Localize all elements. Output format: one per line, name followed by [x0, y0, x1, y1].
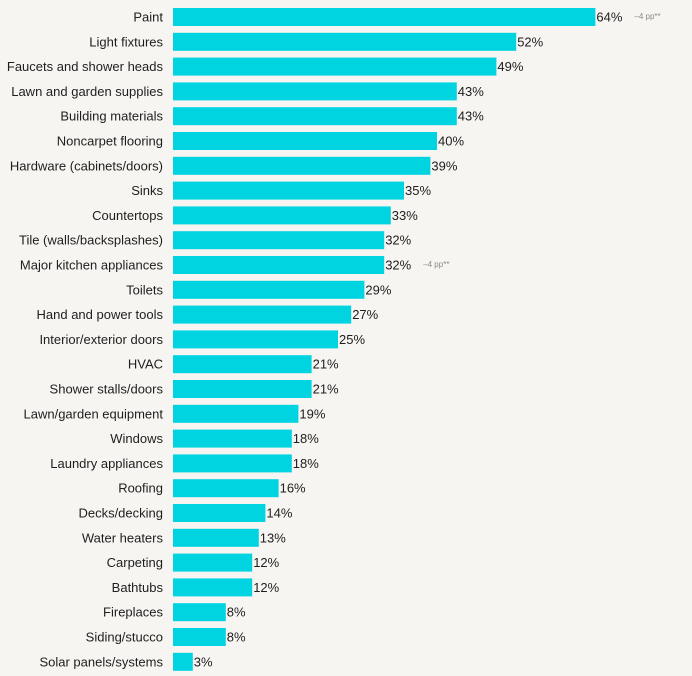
category-label: Bathtubs: [112, 580, 164, 595]
value-label: 3%: [194, 654, 213, 669]
value-label: 64%: [596, 10, 622, 25]
value-label: 18%: [293, 431, 319, 446]
category-label: Interior/exterior doors: [39, 332, 163, 347]
category-label: HVAC: [128, 357, 163, 372]
value-label: 27%: [352, 307, 378, 322]
bar: [173, 156, 431, 175]
value-label: 52%: [517, 34, 543, 49]
bar: [173, 57, 497, 76]
value-label: 8%: [227, 605, 246, 620]
value-label: 35%: [405, 183, 431, 198]
category-label: Building materials: [60, 109, 163, 124]
category-label: Carpeting: [107, 555, 163, 570]
bar: [173, 330, 338, 349]
bar: [173, 603, 226, 622]
value-label: 21%: [313, 382, 339, 397]
bar: [173, 107, 457, 126]
bar: [173, 82, 457, 101]
bar: [173, 528, 259, 547]
category-label: Hardware (cabinets/doors): [10, 158, 163, 173]
category-label: Faucets and shower heads: [7, 59, 164, 74]
category-label: Fireplaces: [103, 605, 163, 620]
value-label: 25%: [339, 332, 365, 347]
bar: [173, 504, 266, 522]
value-label: 43%: [458, 109, 484, 124]
category-label: Hand and power tools: [37, 307, 164, 322]
bar: [173, 181, 404, 200]
category-label: Tile (walls/backsplashes): [19, 233, 163, 248]
category-label: Roofing: [118, 481, 163, 496]
value-label: 32%: [385, 258, 411, 273]
category-label: Sinks: [131, 183, 163, 198]
bar: [173, 132, 437, 150]
category-label: Lawn/garden equipment: [24, 406, 164, 421]
value-label: 32%: [385, 233, 411, 248]
bar: [173, 305, 352, 324]
value-label: 13%: [260, 530, 286, 545]
value-label: 12%: [253, 580, 279, 595]
bar: [173, 429, 292, 448]
category-label: Lawn and garden supplies: [11, 84, 163, 99]
value-label: 12%: [253, 555, 279, 570]
value-label: 40%: [438, 134, 464, 149]
bar: [173, 553, 253, 572]
category-label: Water heaters: [82, 530, 164, 545]
value-label: 8%: [227, 630, 246, 645]
bar: [173, 280, 365, 299]
category-label: Major kitchen appliances: [20, 258, 164, 273]
category-label: Siding/stucco: [86, 630, 163, 645]
annotation-label: –4 pp**: [423, 260, 449, 269]
value-label: 33%: [392, 208, 418, 223]
bar: [173, 231, 385, 250]
bar: [173, 8, 596, 26]
category-label: Laundry appliances: [50, 456, 163, 471]
value-label: 43%: [458, 84, 484, 99]
bar: [173, 206, 391, 225]
category-label: Solar panels/systems: [39, 654, 163, 669]
bar: [173, 404, 299, 423]
bar: [173, 578, 253, 597]
bar: [173, 355, 312, 374]
value-label: 49%: [497, 59, 523, 74]
value-label: 29%: [365, 282, 391, 297]
category-label: Countertops: [92, 208, 163, 223]
category-label: Decks/decking: [78, 506, 163, 521]
category-label: Shower stalls/doors: [50, 382, 164, 397]
bar: [173, 454, 292, 473]
value-label: 39%: [431, 158, 457, 173]
bar: [173, 380, 312, 398]
bar: [173, 256, 385, 274]
bar: [173, 652, 193, 671]
category-label: Paint: [133, 10, 163, 25]
value-label: 21%: [313, 357, 339, 372]
value-label: 18%: [293, 456, 319, 471]
category-label: Light fixtures: [89, 34, 163, 49]
category-label: Windows: [110, 431, 163, 446]
value-label: 19%: [299, 406, 325, 421]
category-label: Noncarpet flooring: [57, 134, 163, 149]
value-label: 14%: [266, 506, 292, 521]
value-label: 16%: [280, 481, 306, 496]
bar: [173, 479, 279, 498]
annotation-label: –4 pp**: [634, 12, 660, 21]
bar: [173, 32, 517, 51]
category-label: Toilets: [126, 282, 163, 297]
bar: [173, 628, 226, 646]
